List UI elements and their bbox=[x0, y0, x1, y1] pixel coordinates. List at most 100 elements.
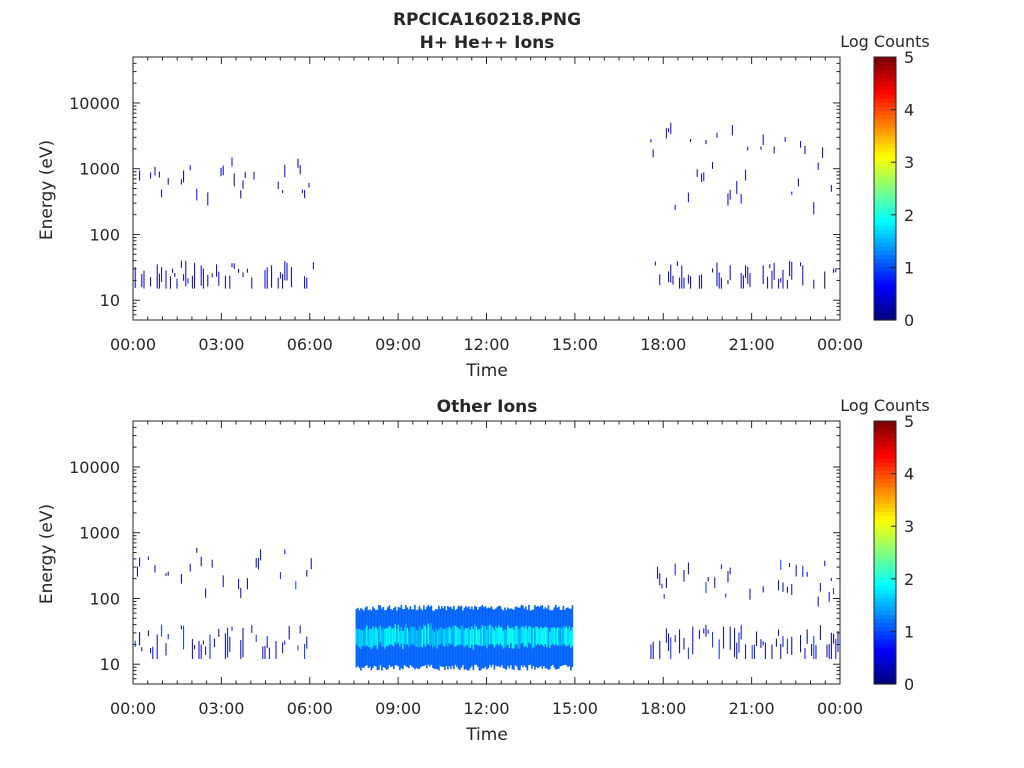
x-tick-label: 18:00 bbox=[640, 335, 686, 354]
colorbar-segment bbox=[874, 421, 896, 426]
colorbar-segment bbox=[874, 597, 896, 603]
colorbar-frame bbox=[873, 56, 897, 321]
colorbar-segment bbox=[874, 564, 896, 570]
colorbar-tick-label: 5 bbox=[904, 412, 914, 431]
x-axis-label: Time bbox=[465, 361, 508, 381]
colorbar-segment bbox=[874, 291, 896, 296]
colorbar-tick-label: 5 bbox=[904, 48, 914, 67]
y-axis-label: Energy (eV) bbox=[37, 140, 57, 240]
colorbar-segment bbox=[874, 209, 896, 214]
colorbar-segment bbox=[874, 283, 896, 288]
colorbar-segment bbox=[874, 679, 896, 685]
y-axis-label: Energy (eV) bbox=[37, 504, 57, 604]
colorbar-segment bbox=[874, 188, 896, 194]
colorbar-segment bbox=[874, 507, 896, 513]
colorbar-segment bbox=[874, 638, 896, 644]
colorbar-segment bbox=[874, 462, 896, 467]
colorbar-segment bbox=[874, 192, 896, 198]
colorbar-segment bbox=[874, 503, 896, 508]
colorbar-segment bbox=[874, 102, 896, 107]
colorbar-segment bbox=[874, 176, 896, 181]
colorbar-segment bbox=[874, 536, 896, 541]
colorbar-segment bbox=[874, 57, 896, 62]
colorbar-segment bbox=[874, 581, 896, 586]
colorbar-segment bbox=[874, 139, 896, 144]
colorbar-segment bbox=[874, 605, 896, 611]
x-tick-label: 00:00 bbox=[110, 335, 156, 354]
colorbar-segment bbox=[874, 274, 896, 280]
x-tick-label: 15:00 bbox=[552, 699, 598, 718]
colorbar-segment bbox=[874, 295, 896, 301]
colorbar-segment bbox=[874, 671, 896, 677]
y-tick-label: 10000 bbox=[69, 458, 120, 477]
colorbar-segment bbox=[874, 523, 896, 529]
colorbar-tick-label: 1 bbox=[904, 258, 914, 277]
colorbar-tick-label: 2 bbox=[904, 570, 914, 589]
colorbar-segment bbox=[874, 307, 896, 313]
colorbar-segment bbox=[874, 437, 896, 443]
x-tick-label: 21:00 bbox=[729, 335, 775, 354]
colorbar-segment bbox=[874, 200, 896, 206]
colorbar-segment bbox=[874, 540, 896, 545]
colorbar-label: Log Counts bbox=[840, 396, 930, 415]
colorbar-segment bbox=[874, 490, 896, 496]
colorbar-tick-label: 1 bbox=[904, 622, 914, 641]
colorbar-segment bbox=[874, 266, 896, 272]
colorbar-segment bbox=[874, 233, 896, 239]
colorbar-segment bbox=[874, 527, 896, 533]
colorbar-segment bbox=[874, 217, 896, 222]
plot-frame bbox=[132, 56, 841, 321]
x-tick-label: 06:00 bbox=[287, 699, 333, 718]
colorbar-segment bbox=[874, 593, 896, 599]
x-tick-label: 21:00 bbox=[729, 699, 775, 718]
colorbar-segment bbox=[874, 241, 896, 247]
plot-area: 10 100 1000 10000 00:00 03:00 06:00 09:00 12:00 1… bbox=[69, 56, 863, 354]
colorbar-segment bbox=[874, 445, 896, 451]
colorbar-segment bbox=[874, 130, 896, 136]
colorbar-segment bbox=[874, 258, 896, 264]
colorbar-segment bbox=[874, 552, 896, 558]
colorbar-segment bbox=[874, 499, 896, 504]
panel-title: H+ He++ Ions bbox=[420, 33, 555, 53]
colorbar-segment bbox=[874, 126, 896, 132]
x-tick-label: 15:00 bbox=[552, 335, 598, 354]
colorbar-segment bbox=[874, 470, 896, 476]
colorbar-tick-label: 4 bbox=[904, 465, 914, 484]
colorbar-segment bbox=[874, 647, 896, 652]
colorbar-tick-label: 4 bbox=[904, 101, 914, 120]
colorbar-segment bbox=[874, 184, 896, 190]
colorbar-segment bbox=[874, 118, 896, 124]
plot-area: 10 100 1000 10000 00:00 03:00 06:00 09:00 12:00 1… bbox=[69, 420, 863, 718]
colorbar-segment bbox=[874, 159, 896, 165]
colorbar-segment bbox=[874, 250, 896, 255]
colorbar-segment bbox=[874, 486, 896, 492]
colorbar-segment bbox=[874, 568, 896, 574]
x-tick-label: 12:00 bbox=[463, 699, 509, 718]
y-tick-label: 100 bbox=[89, 225, 120, 244]
colorbar-segment bbox=[874, 163, 896, 169]
y-tick-label: 1000 bbox=[79, 160, 120, 179]
colorbar-segment bbox=[874, 172, 896, 177]
colorbar-segment bbox=[874, 147, 896, 153]
colorbar: 0 1 2 3 4 5 bbox=[873, 48, 914, 330]
colorbar-segment bbox=[874, 213, 896, 218]
colorbar-segment bbox=[874, 246, 896, 251]
colorbar-segment bbox=[874, 278, 896, 284]
colorbar-segment bbox=[874, 221, 896, 227]
colorbar-segment bbox=[874, 622, 896, 628]
colorbar-segment bbox=[874, 478, 896, 484]
x-tick-label: 06:00 bbox=[287, 335, 333, 354]
x-tick-label: 00:00 bbox=[110, 699, 156, 718]
colorbar-segment bbox=[874, 180, 896, 185]
y-tick-label: 100 bbox=[89, 589, 120, 608]
colorbar-segment bbox=[874, 663, 896, 669]
colorbar-segment bbox=[874, 77, 896, 83]
colorbar-segment bbox=[874, 85, 896, 91]
colorbar-segment bbox=[874, 531, 896, 537]
colorbar-tick-label: 3 bbox=[904, 153, 914, 172]
colorbar-segment bbox=[874, 299, 896, 305]
colorbar-segment bbox=[874, 204, 896, 210]
